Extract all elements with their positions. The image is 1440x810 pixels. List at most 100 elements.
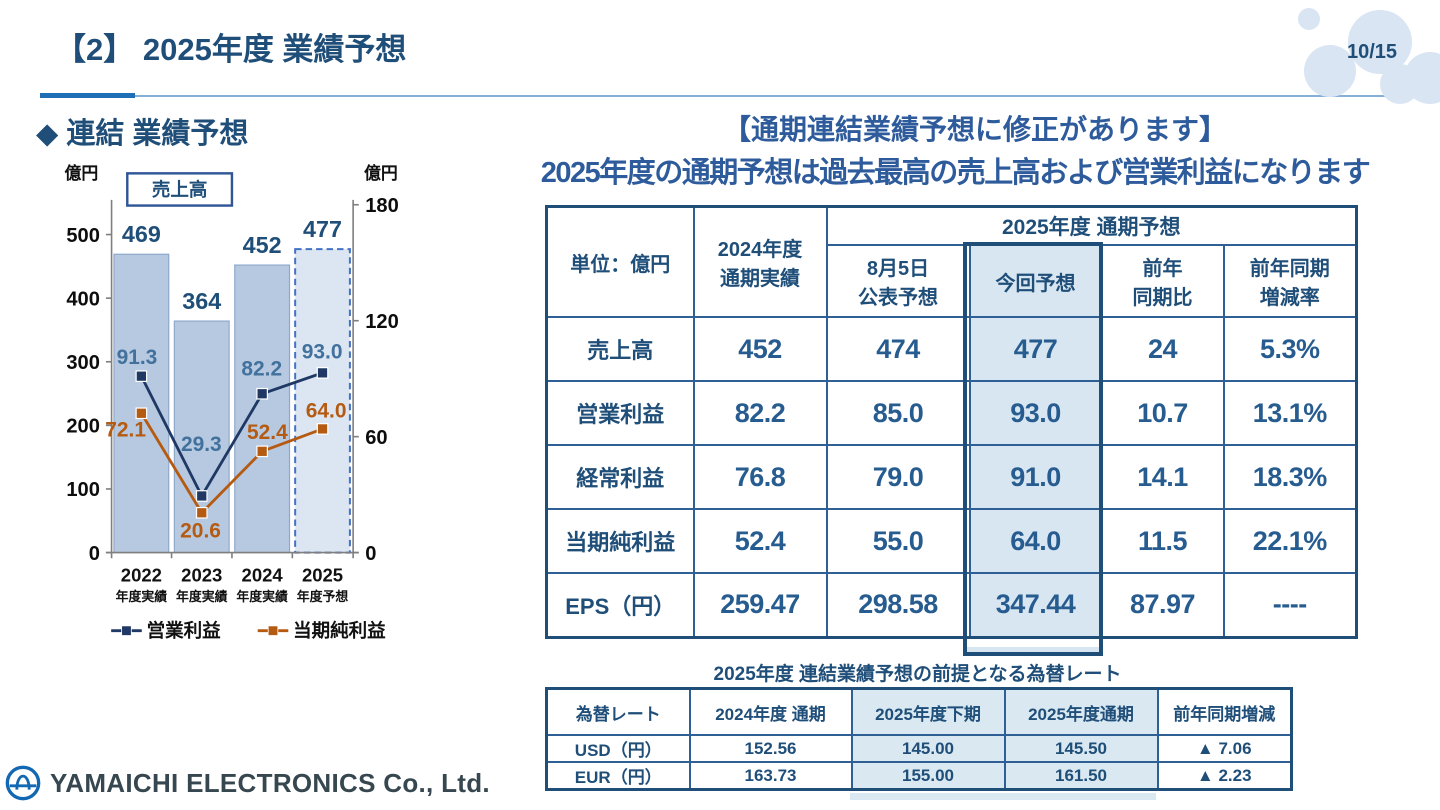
table-group-header-row: 単位：億円 2024年度 通期実績 2025年度 通期予想	[545, 205, 1358, 318]
table-cell: 85.0	[825, 380, 971, 446]
bar-value-label: 477	[303, 216, 342, 242]
operating-profit-marker	[316, 367, 329, 379]
yoy-rate-header-cell: 前年同期 増減率	[1222, 244, 1358, 318]
table-cell: 10.7	[1100, 380, 1225, 446]
page-number: 10/15	[1346, 41, 1398, 63]
right-tick-label: 0	[365, 543, 376, 565]
table-cell: ----	[1222, 572, 1358, 638]
row-label: EUR（円）	[545, 761, 691, 791]
table-cell: 91.0	[968, 444, 1103, 510]
net-income-value-label: 72.1	[105, 419, 146, 442]
fx-yoy-header-cell: 前年同期増減	[1156, 687, 1293, 736]
legend-label: 当期純利益	[293, 620, 386, 641]
right-tick-label: 180	[365, 195, 399, 217]
table-cell: 5.3%	[1222, 316, 1358, 382]
table-cell: ▲ 7.06	[1156, 734, 1293, 763]
bubble-decoration	[1298, 8, 1440, 104]
fx-table-title: 2025年度 連結業績予想の前提となる為替レート	[713, 664, 1122, 685]
net-income-marker	[316, 423, 329, 435]
bar-value-label: 364	[182, 288, 221, 314]
table-cell: 452	[692, 316, 828, 382]
header-divider-accent	[40, 93, 135, 98]
bar-value-label: 469	[122, 221, 161, 247]
table-cell: 298.58	[825, 572, 971, 638]
table-cell: 76.8	[692, 444, 828, 510]
row-label: 売上高	[545, 316, 695, 382]
x-category-label: 2024	[242, 565, 284, 586]
table-cell: 52.4	[692, 508, 828, 574]
company-logo-text: YAMAICHI ELECTRONICS Co., Ltd.	[50, 767, 490, 798]
table-cell: 79.0	[825, 444, 971, 510]
forecast-revision-headline: 【通期連結業績予想に修正があります】	[722, 114, 1227, 145]
table-cell: 55.0	[825, 508, 971, 574]
table-cell: 24	[1100, 316, 1225, 382]
sales-bar-forecast	[294, 248, 351, 554]
table-cell: 347.44	[968, 572, 1103, 638]
current-forecast-header-cell: 今回予想	[968, 244, 1103, 318]
fx-fy2024-header-cell: 2024年度 通期	[688, 687, 853, 736]
table-cell: 161.50	[1003, 761, 1159, 791]
x-category-sublabel: 年度実績	[116, 589, 168, 604]
section-title: ◆ 連結 業績予想	[36, 118, 249, 150]
table-row: 売上高 452 474 477 24 5.3%	[545, 316, 1358, 382]
table-cell: 145.50	[1003, 734, 1159, 763]
table-cell: 82.2	[692, 380, 828, 446]
x-category-sublabel: 年度実績	[236, 589, 288, 604]
fx-rate-table: 為替レート 2024年度 通期 2025年度下期 2025年度通期 前年同期増減…	[545, 687, 1293, 791]
left-tick-label: 500	[66, 225, 100, 247]
row-label: USD（円）	[545, 734, 691, 763]
table-row: 経常利益 76.8 79.0 91.0 14.1 18.3%	[545, 444, 1358, 510]
table-row: 当期純利益 52.4 55.0 64.0 11.5 22.1%	[545, 508, 1358, 574]
table-cell: 474	[825, 316, 971, 382]
row-label: 当期純利益	[545, 508, 695, 574]
legend-label: 営業利益	[147, 620, 222, 641]
full-year-forecast-table: 単位：億円 2024年度 通期実績 2025年度 通期予想 8月5日 公表予想 …	[545, 205, 1358, 639]
table-cell: 93.0	[968, 380, 1103, 446]
operating-profit-value-label: 93.0	[302, 341, 343, 364]
right-tick-label: 60	[365, 427, 387, 449]
x-category-label: 2022	[121, 565, 162, 586]
sales-bar	[234, 264, 291, 554]
operating-profit-value-label: 91.3	[117, 346, 158, 369]
net-income-value-label: 20.6	[180, 519, 221, 542]
table-row: EPS（円） 259.47 298.58 347.44 87.97 ----	[545, 572, 1358, 638]
left-tick-label: 100	[66, 479, 100, 501]
net-income-marker	[195, 506, 208, 519]
x-category-sublabel: 年度予想	[297, 589, 349, 604]
aug5-forecast-header-cell: 8月5日 公表予想	[825, 244, 971, 318]
operating-profit-line	[140, 371, 323, 499]
right-tick-label: 120	[365, 311, 399, 333]
yamaichi-logo-icon	[5, 765, 41, 801]
table-cell: 163.73	[688, 761, 853, 791]
net-income-value-label: 64.0	[306, 399, 347, 422]
header-divider	[135, 94, 1403, 97]
operating-profit-marker	[195, 490, 208, 502]
table-cell: 155.00	[850, 761, 1006, 791]
table-cell: 18.3%	[1222, 444, 1358, 510]
table-cell: 87.97	[1100, 572, 1225, 638]
forecast-record-subheadline: 2025年度の通期予想は過去最高の売上高および営業利益になります	[540, 157, 1371, 189]
table-cell: 13.1%	[1222, 380, 1358, 446]
table-cell: ▲ 2.23	[1156, 761, 1293, 791]
left-tick-label: 200	[66, 416, 100, 438]
table-cell: 152.56	[688, 734, 853, 763]
chart-title-box	[126, 172, 234, 207]
operating-profit-value-label: 82.2	[241, 357, 282, 380]
x-category-sublabel: 年度実績	[176, 589, 228, 604]
table-row: 営業利益 82.2 85.0 93.0 10.7 13.1%	[545, 380, 1358, 446]
x-category-label: 2023	[181, 565, 222, 586]
fy2024-actual-header-cell: 2024年度 通期実績	[692, 205, 828, 318]
operating-profit-value-label: 29.3	[181, 433, 222, 456]
bar-value-label: 452	[243, 232, 282, 258]
left-tick-label: 0	[89, 543, 100, 565]
slide-title: 【2】 2025年度 業績予想	[55, 32, 407, 67]
left-axis-unit: 億円	[64, 163, 98, 183]
x-category-label: 2025	[302, 565, 343, 586]
fx-header-row: 為替レート 2024年度 通期 2025年度下期 2025年度通期 前年同期増減	[545, 687, 1293, 736]
chart-title-label: 売上高	[152, 179, 208, 200]
yoy-change-header-cell: 前年 同期比	[1100, 244, 1225, 318]
table-cell: 64.0	[968, 508, 1103, 574]
highlight-column-extension	[967, 647, 1100, 656]
fy2025-forecast-group-header: 2025年度 通期予想	[825, 205, 1358, 246]
